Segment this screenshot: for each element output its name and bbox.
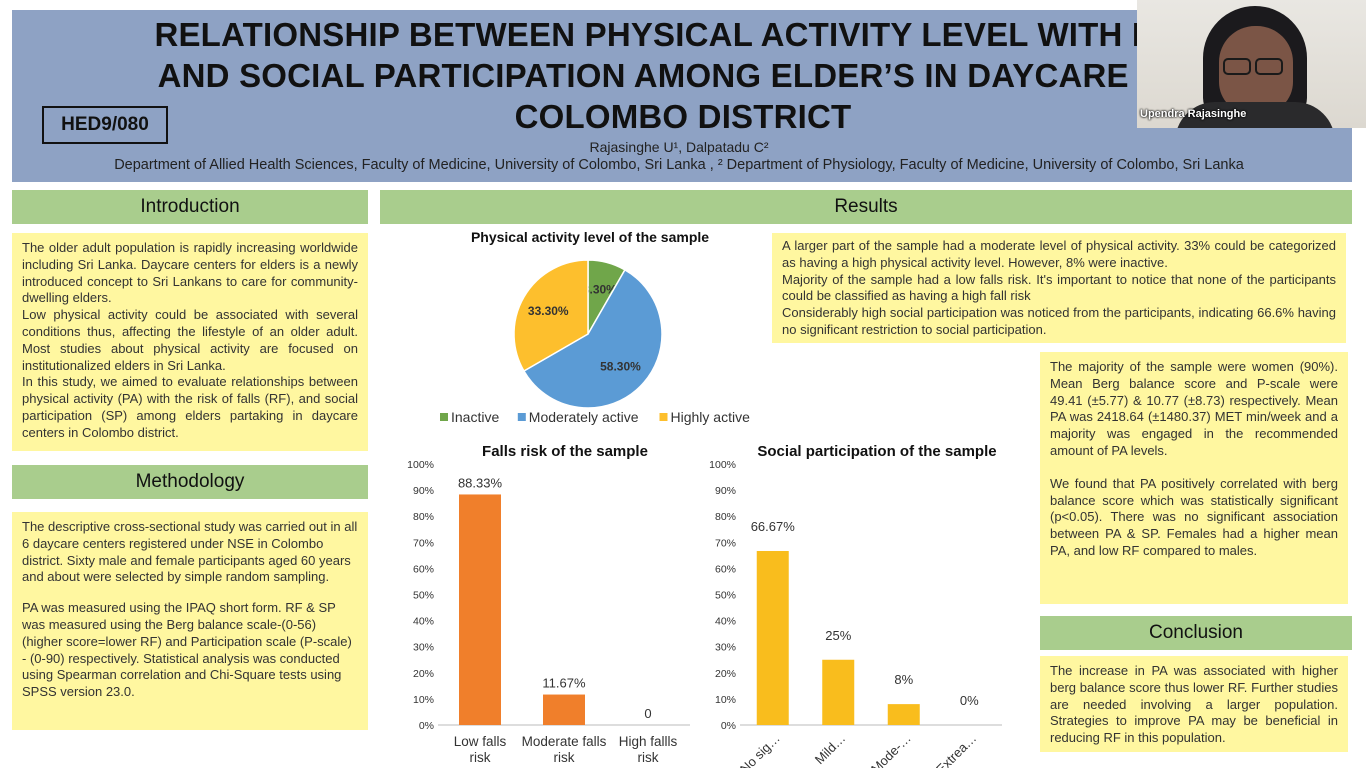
participant-video-tile[interactable]: Upendra Rajasinghe: [1137, 0, 1366, 128]
introduction-box: The older adult population is rapidly in…: [12, 233, 368, 451]
y-tick-label: 60%: [715, 563, 736, 575]
y-tick-label: 90%: [413, 485, 434, 497]
participant-name-label: Upendra Rajasinghe: [1140, 108, 1247, 120]
pie-data-label: 58.30%: [600, 359, 641, 373]
social-participation-bar-chart: 0% 10% 20% 30% 40% 50% 60% 70% 80% 90% 100% 66.67% N…: [709, 459, 1002, 768]
bar-data-label: 8%: [894, 672, 913, 687]
x-category-label: risk: [638, 750, 659, 765]
conclusion-box: The increase in PA was associated with h…: [1040, 656, 1348, 752]
legend-swatch: [659, 413, 668, 421]
conclusion-heading: Conclusion: [1040, 616, 1352, 650]
authors: Rajasinghe U¹, Dalpatadu C²: [589, 139, 769, 155]
social-chart-title: Social participation of the sample: [757, 443, 997, 460]
y-tick-label: 100%: [407, 459, 434, 471]
results-detail-paragraph: The majority of the sample were women (9…: [1050, 359, 1338, 458]
bar: [887, 704, 920, 725]
conclusion-text: The increase in PA was associated with h…: [1050, 663, 1338, 746]
x-category-label: risk: [554, 750, 575, 765]
results-detail-box: The majority of the sample were women (9…: [1040, 352, 1348, 604]
results-detail-paragraph: We found that PA positively correlated w…: [1050, 475, 1338, 558]
y-tick-label: 30%: [715, 642, 736, 654]
bar: [543, 694, 585, 725]
bar-data-label: 11.67%: [542, 676, 586, 691]
y-tick-label: 40%: [715, 616, 736, 628]
legend-label: Highly active: [671, 409, 751, 425]
y-tick-label: 0%: [419, 720, 434, 732]
y-tick-label: 60%: [413, 563, 434, 575]
introduction-heading: Introduction: [12, 190, 368, 224]
bar-data-label: 0%: [960, 693, 979, 708]
y-tick-label: 70%: [715, 537, 736, 549]
x-category-label: High fallls: [619, 734, 678, 749]
y-tick-label: 30%: [413, 642, 434, 654]
y-tick-label: 100%: [709, 459, 736, 471]
bar: [459, 494, 501, 725]
poster-title: RELATIONSHIP BETWEEN PHYSICAL ACTIVITY L…: [0, 14, 1366, 137]
x-category-label: Moderate falls: [522, 734, 607, 749]
falls-risk-bar-chart: 0% 10% 20% 30% 40% 50% 60% 70% 80% 90% 100% 88.33% L…: [407, 459, 690, 765]
glasses-left: [1223, 58, 1251, 75]
y-tick-label: 20%: [413, 668, 434, 680]
introduction-paragraph: In this study, we aimed to evaluate rela…: [22, 374, 358, 440]
participant-shoulders: [1175, 102, 1335, 128]
x-category-label: Low falls: [454, 734, 507, 749]
y-tick-label: 80%: [413, 511, 434, 523]
results-summary-box: A larger part of the sample had a modera…: [772, 233, 1346, 343]
legend-swatch: [440, 413, 448, 421]
pie-data-label: 33.30%: [528, 304, 569, 318]
introduction-paragraph: The older adult population is rapidly in…: [22, 240, 358, 306]
x-category-label: Mode-…: [868, 731, 914, 768]
pie-slice: [513, 259, 589, 373]
y-tick-label: 10%: [413, 694, 434, 706]
physical-activity-pie-chart: 8.30% 58.30% 33.30% Inactive Moderately acti…: [440, 259, 751, 425]
x-category-label: No sig…: [737, 731, 783, 768]
methodology-heading: Methodology: [12, 465, 368, 499]
introduction-paragraph: Low physical activity could be associate…: [22, 307, 358, 373]
poster-header: [12, 10, 1352, 182]
y-tick-label: 50%: [413, 590, 434, 602]
bar-data-label: 25%: [825, 628, 851, 643]
falls-chart-title: Falls risk of the sample: [482, 443, 648, 460]
pie-data-label: 8.30%: [583, 283, 617, 297]
legend-swatch: [517, 413, 526, 421]
methodology-box: The descriptive cross-sectional study wa…: [12, 512, 368, 730]
y-tick-label: 20%: [715, 668, 736, 680]
bar-data-label: 0: [644, 706, 651, 721]
glasses-right: [1255, 58, 1283, 75]
bar: [756, 550, 789, 725]
affiliation: Department of Allied Health Sciences, Fa…: [114, 157, 1244, 173]
x-category-label: risk: [470, 750, 491, 765]
y-tick-label: 70%: [413, 537, 434, 549]
results-paragraph: Considerably high social participation w…: [782, 305, 1336, 337]
bar-data-label: 88.33%: [458, 475, 503, 490]
methodology-paragraph: The descriptive cross-sectional study wa…: [22, 519, 358, 585]
poster-code: HED9/080: [42, 106, 168, 144]
bar-data-label: 66.67%: [751, 519, 796, 534]
pie-chart-title: Physical activity level of the sample: [470, 229, 710, 245]
legend-label: Inactive: [451, 409, 499, 425]
x-category-label: Mild…: [812, 731, 849, 768]
x-category-label: Extrea…: [933, 731, 979, 768]
results-paragraph: Majority of the sample had a low falls r…: [782, 271, 1336, 304]
y-tick-label: 40%: [413, 616, 434, 628]
results-heading: Results: [380, 190, 1352, 224]
results-paragraph: A larger part of the sample had a modera…: [782, 238, 1336, 270]
legend-label: Moderately active: [529, 409, 639, 425]
y-tick-label: 10%: [715, 694, 736, 706]
title-line-1: RELATIONSHIP BETWEEN PHYSICAL ACTIVITY L…: [154, 16, 1212, 53]
y-tick-label: 0%: [721, 720, 736, 732]
bar: [822, 659, 855, 725]
title-line-3: COLOMBO DISTRICT: [514, 98, 852, 135]
pie-slice: [522, 268, 663, 409]
y-tick-label: 90%: [715, 485, 736, 497]
methodology-paragraph: PA was measured using the IPAQ short for…: [22, 600, 352, 700]
y-tick-label: 80%: [715, 511, 736, 523]
title-line-2: AND SOCIAL PARTICIPATION AMONG ELDER’S I…: [157, 57, 1209, 94]
y-tick-label: 50%: [715, 590, 736, 602]
